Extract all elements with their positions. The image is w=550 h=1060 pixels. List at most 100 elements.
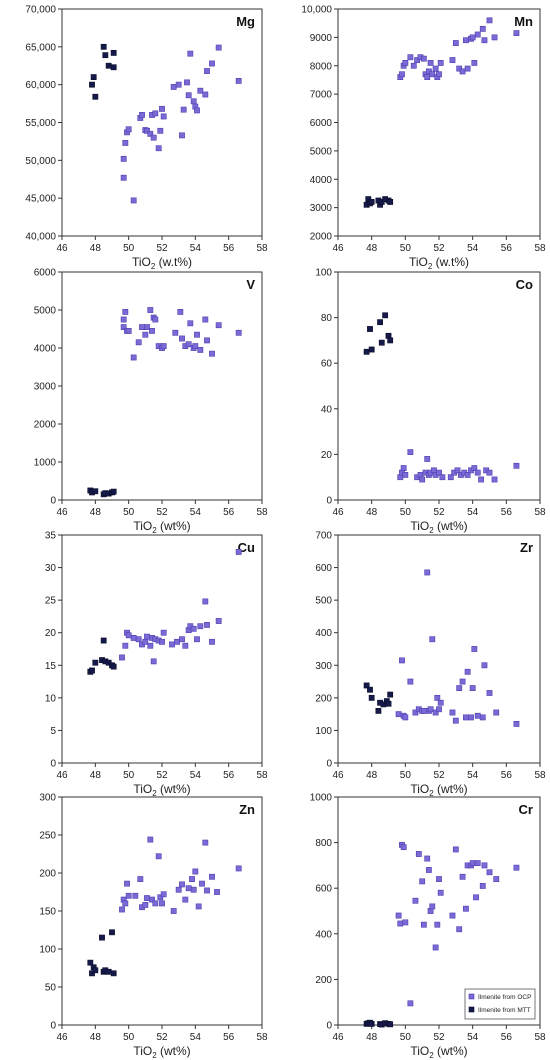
y-tick-label: 0 xyxy=(326,496,332,507)
x-tick-label: 54 xyxy=(190,770,202,781)
x-tick-label: 48 xyxy=(90,1032,102,1043)
data-point-ocp xyxy=(194,107,200,114)
data-point-ocp xyxy=(469,685,476,691)
data-point-ocp xyxy=(420,707,427,714)
data-point-ocp xyxy=(187,50,194,57)
x-tick-label: 48 xyxy=(366,770,378,781)
data-point-ocp xyxy=(190,886,197,893)
x-tick-label: 48 xyxy=(366,243,378,254)
x-tick-label: 56 xyxy=(223,507,235,518)
x-tick-label: 50 xyxy=(123,243,135,254)
data-point-ocp xyxy=(142,902,149,908)
data-point-ocp xyxy=(410,62,417,69)
data-point-ocp xyxy=(169,641,175,648)
data-point-ocp xyxy=(194,331,200,338)
x-tick-label: 46 xyxy=(332,507,344,518)
x-tick-label: 46 xyxy=(56,1032,68,1043)
data-point-ocp xyxy=(215,618,222,624)
data-point-ocp xyxy=(209,60,215,67)
y-tick-label: 60 xyxy=(321,359,333,370)
data-point-ocp xyxy=(204,68,210,74)
data-point-ocp xyxy=(194,636,200,643)
x-tick-label: 56 xyxy=(223,243,235,254)
data-point-mtt xyxy=(89,667,95,674)
data-point-ocp xyxy=(474,712,481,719)
data-point-ocp xyxy=(157,894,164,901)
y-tick-label: 3000 xyxy=(34,382,57,393)
data-point-ocp xyxy=(185,341,192,348)
y-tick-label: 2000 xyxy=(34,420,57,431)
data-point-ocp xyxy=(119,906,125,913)
data-point-mtt xyxy=(368,199,375,205)
x-tick-label: 56 xyxy=(223,1032,235,1043)
data-point-ocp xyxy=(449,912,456,919)
x-tick-label: 58 xyxy=(534,1032,546,1043)
data-point-ocp xyxy=(439,474,446,481)
data-point-ocp xyxy=(132,892,139,899)
data-point-ocp xyxy=(513,462,520,469)
data-point-mtt xyxy=(387,691,394,698)
data-point-ocp xyxy=(130,635,137,641)
data-point-ocp xyxy=(184,79,190,86)
y-tick-label: 60,000 xyxy=(25,80,56,91)
data-point-ocp xyxy=(144,895,150,901)
data-point-ocp xyxy=(144,127,150,134)
x-tick-label: 50 xyxy=(400,1032,412,1043)
data-point-ocp xyxy=(420,921,427,928)
data-point-ocp xyxy=(513,864,520,871)
data-point-ocp xyxy=(399,71,405,78)
data-point-mtt xyxy=(375,707,382,714)
data-point-ocp xyxy=(152,316,159,323)
data-point-ocp xyxy=(436,706,442,713)
data-point-ocp xyxy=(424,855,431,862)
data-point-mtt xyxy=(377,319,383,326)
data-point-ocp xyxy=(155,853,162,860)
x-tick-label: 46 xyxy=(332,1032,344,1043)
x-tick-label: 46 xyxy=(332,243,344,254)
data-point-ocp xyxy=(197,346,204,353)
y-tick-label: 40 xyxy=(321,404,333,415)
x-tick-label: 52 xyxy=(156,507,168,518)
data-point-ocp xyxy=(197,623,204,630)
data-point-ocp xyxy=(432,709,439,716)
y-tick-label: 600 xyxy=(315,563,332,574)
data-point-ocp xyxy=(437,889,444,896)
data-point-ocp xyxy=(202,598,209,605)
data-point-ocp xyxy=(491,34,498,41)
y-tick-label: 600 xyxy=(315,884,332,895)
data-point-ocp xyxy=(125,327,132,334)
data-point-ocp xyxy=(437,699,444,706)
data-point-ocp xyxy=(493,709,500,716)
data-point-ocp xyxy=(427,706,434,713)
data-point-mtt xyxy=(367,326,373,332)
data-point-ocp xyxy=(412,897,419,904)
panel-title: Cr xyxy=(519,802,533,817)
y-tick-label: 0 xyxy=(326,759,332,770)
data-point-ocp xyxy=(204,887,210,894)
data-point-ocp xyxy=(486,869,493,876)
data-point-ocp xyxy=(125,126,132,133)
data-point-mtt xyxy=(363,348,370,355)
data-point-ocp xyxy=(119,654,125,661)
x-tick-label: 58 xyxy=(256,770,268,781)
x-tick-label: 46 xyxy=(56,770,68,781)
y-tick-label: 0 xyxy=(326,1021,332,1032)
data-point-mtt xyxy=(92,659,99,666)
panel-title: Co xyxy=(516,277,533,292)
data-point-mtt xyxy=(100,43,107,50)
y-tick-label: 500 xyxy=(315,596,332,607)
data-point-ocp xyxy=(202,839,209,846)
data-point-mtt xyxy=(87,959,94,966)
data-point-ocp xyxy=(120,316,127,323)
data-point-ocp xyxy=(209,873,215,880)
data-point-mtt xyxy=(367,686,373,693)
data-point-mtt xyxy=(109,929,115,936)
data-point-ocp xyxy=(481,862,488,869)
data-point-ocp xyxy=(159,638,165,645)
data-point-ocp xyxy=(407,678,414,685)
data-point-ocp xyxy=(190,625,197,632)
y-tick-label: 4000 xyxy=(34,344,57,355)
data-point-ocp xyxy=(427,60,434,66)
data-point-ocp xyxy=(142,331,149,338)
y-tick-label: 9000 xyxy=(310,33,333,44)
